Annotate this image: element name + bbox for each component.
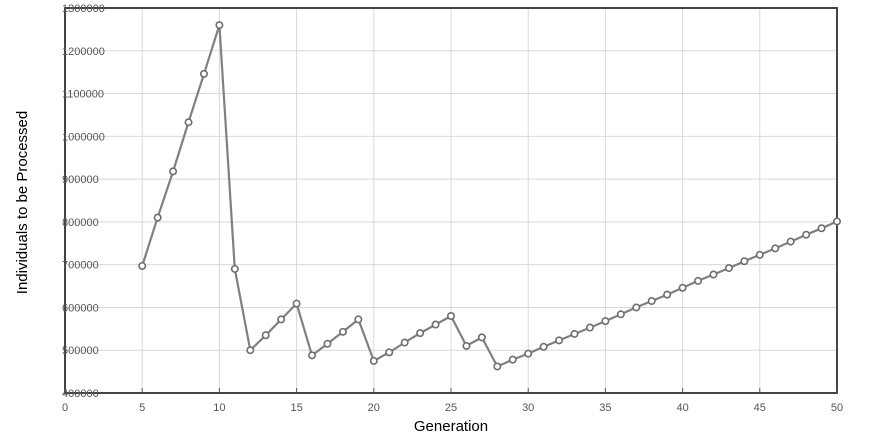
data-point[interactable] <box>338 327 347 336</box>
data-point[interactable] <box>369 356 378 365</box>
series-layer <box>138 21 841 371</box>
y-tick-label: 500000 <box>62 345 99 357</box>
data-point[interactable] <box>416 329 425 338</box>
data-point[interactable] <box>802 230 811 239</box>
data-point[interactable] <box>169 167 178 176</box>
data-point[interactable] <box>292 299 301 308</box>
x-tick-label: 25 <box>445 402 457 414</box>
x-tick-label: 5 <box>139 402 145 414</box>
data-point[interactable] <box>462 341 471 350</box>
data-point[interactable] <box>184 118 193 127</box>
x-tick-label: 35 <box>599 402 611 414</box>
data-point[interactable] <box>755 250 764 259</box>
x-tick-label: 30 <box>522 402 534 414</box>
data-point[interactable] <box>724 264 733 273</box>
y-tick-label: 1300000 <box>62 3 105 15</box>
data-point[interactable] <box>585 323 594 332</box>
x-axis-title: Generation <box>414 418 488 435</box>
data-point[interactable] <box>771 244 780 253</box>
data-point[interactable] <box>694 276 703 285</box>
data-point[interactable] <box>385 348 394 357</box>
y-tick-label: 1100000 <box>62 89 104 101</box>
y-tick-label: 600000 <box>62 302 99 314</box>
x-tick-label: 15 <box>290 402 302 414</box>
y-tick-label: 400000 <box>62 388 99 400</box>
data-point[interactable] <box>493 362 502 371</box>
data-point[interactable] <box>663 290 672 299</box>
data-point[interactable] <box>215 21 224 30</box>
data-point[interactable] <box>570 329 579 338</box>
y-tick-label: 1200000 <box>62 46 105 58</box>
data-point[interactable] <box>539 342 548 351</box>
data-point[interactable] <box>817 224 826 233</box>
data-point[interactable] <box>230 264 239 273</box>
data-point[interactable] <box>246 346 255 355</box>
x-tick-label: 40 <box>676 402 688 414</box>
data-point[interactable] <box>616 310 625 319</box>
data-point[interactable] <box>647 297 656 306</box>
data-point[interactable] <box>446 311 455 320</box>
data-point[interactable] <box>524 349 533 358</box>
data-point[interactable] <box>261 331 270 340</box>
axis-ticks: 0 5 10 15 20 25 30 35 40 45 50 400000 500000 600000 70… <box>62 3 843 414</box>
y-tick-label: 800000 <box>62 217 99 229</box>
y-tick-label: 900000 <box>62 174 99 186</box>
y-tick-label: 700000 <box>62 260 99 272</box>
x-tick-label: 20 <box>368 402 380 414</box>
data-point[interactable] <box>323 339 332 348</box>
data-point[interactable] <box>153 213 162 222</box>
data-point[interactable] <box>632 303 641 312</box>
data-point[interactable] <box>740 257 749 266</box>
grid <box>65 8 837 393</box>
data-point[interactable] <box>308 351 317 360</box>
data-point[interactable] <box>508 355 517 364</box>
data-point[interactable] <box>277 315 286 324</box>
data-point[interactable] <box>601 317 610 326</box>
series-line <box>141 24 838 368</box>
data-point[interactable] <box>678 283 687 292</box>
y-tick-label: 1000000 <box>62 131 105 143</box>
data-point[interactable] <box>555 336 564 345</box>
data-point[interactable] <box>832 217 841 226</box>
data-point[interactable] <box>199 69 208 78</box>
data-point[interactable] <box>786 237 795 246</box>
data-point[interactable] <box>477 333 486 342</box>
data-point[interactable] <box>709 270 718 279</box>
x-tick-label: 50 <box>831 402 843 414</box>
x-tick-label: 10 <box>213 402 225 414</box>
x-tick-label: 0 <box>62 402 68 414</box>
y-axis-title: Individuals to be Processed <box>14 111 31 294</box>
data-point[interactable] <box>354 315 363 324</box>
data-point[interactable] <box>138 261 147 270</box>
data-point[interactable] <box>400 338 409 347</box>
x-tick-label: 45 <box>754 402 766 414</box>
data-point[interactable] <box>431 320 440 329</box>
